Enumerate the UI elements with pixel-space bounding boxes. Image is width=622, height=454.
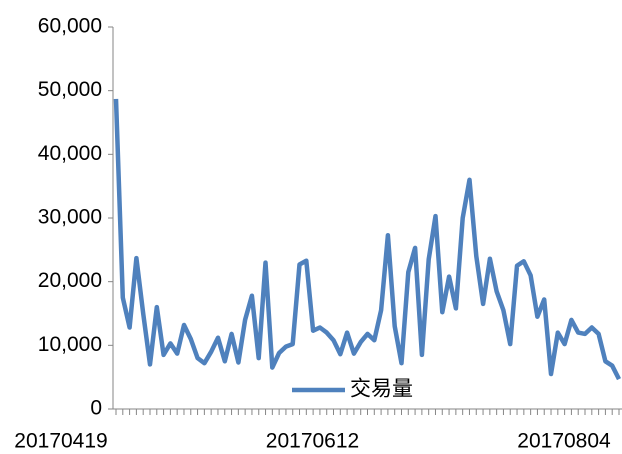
x-tick-label: 20170612: [266, 430, 359, 453]
data-line: [113, 98, 622, 381]
y-tick-label: 40,000: [38, 142, 102, 165]
y-tick-label: 0: [90, 397, 102, 420]
y-tick-label: 60,000: [38, 15, 102, 38]
y-tick-label: 30,000: [38, 206, 102, 229]
y-tick-label: 10,000: [38, 333, 102, 356]
x-tick-label: 20170804: [517, 430, 611, 453]
y-tick-label: 20,000: [38, 269, 102, 292]
x-tick-label: 20170419: [14, 430, 107, 453]
y-tick-label: 50,000: [38, 78, 102, 101]
legend-label: 交易量: [350, 378, 413, 401]
